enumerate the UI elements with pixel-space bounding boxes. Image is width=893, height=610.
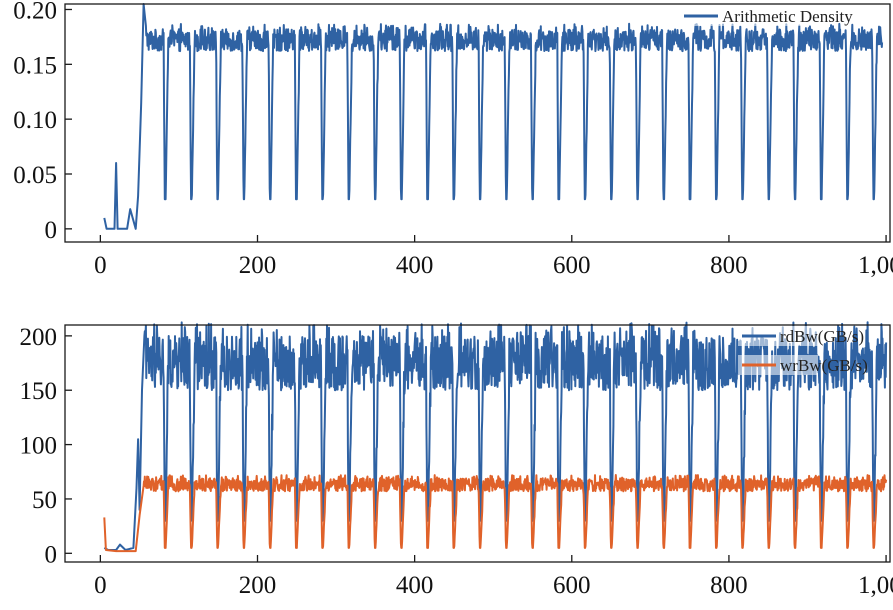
y-tick-label: 50 (32, 487, 57, 514)
x-tick-label: 0 (94, 572, 107, 599)
y-tick-label: 0.05 (13, 162, 57, 189)
legend: Arithmetic Density (680, 6, 853, 26)
y-tick-label: 0 (45, 217, 58, 244)
x-tick-label: 200 (239, 252, 277, 279)
chart-panel-1: 0 200 400 600 800 1,000 0 0.05 0.10 0.15 0.20 Arith… (13, 0, 893, 279)
x-tick-label: 0 (94, 252, 107, 279)
y-tick-label: 0.20 (13, 0, 57, 24)
legend-label: rdBw(GB/s) (780, 327, 864, 346)
legend-backdrop (738, 355, 818, 375)
x-tick-label: 800 (710, 572, 748, 599)
plot-frame (64, 324, 891, 563)
x-tick-label: 400 (396, 572, 434, 599)
x-tick-label: 200 (239, 572, 277, 599)
x-tick-label: 600 (553, 252, 591, 279)
y-tick-label: 0.15 (13, 52, 57, 79)
y-tick-label: 0 (45, 541, 58, 568)
x-tick-label: 1,000 (858, 252, 893, 279)
series-line-wrbw-gb-s (103, 474, 888, 553)
y-tick-label: 200 (20, 324, 58, 351)
x-tick-label: 800 (710, 252, 748, 279)
x-tick-label: 600 (553, 572, 591, 599)
legend-label: wrBw(GB/s) (780, 356, 868, 375)
x-tick-label: 1,000 (858, 572, 893, 599)
series-line-arithmetic-density (103, 3, 884, 230)
x-tick-label: 400 (396, 252, 434, 279)
legend: rdBw(GB/s) wrBw(GB/s) (738, 326, 868, 375)
legend-label: Arithmetic Density (722, 7, 853, 26)
y-tick-label: 0.10 (13, 107, 57, 134)
legend-backdrop (738, 326, 818, 346)
plot-frame (64, 3, 891, 243)
legend-backdrop (680, 6, 820, 26)
y-tick-label: 150 (20, 378, 58, 405)
y-tick-label: 100 (20, 433, 58, 460)
chart-panel-2: 0 200 400 600 800 1,000 0 50 100 150 200 rdBw(GB/s)… (20, 321, 893, 599)
